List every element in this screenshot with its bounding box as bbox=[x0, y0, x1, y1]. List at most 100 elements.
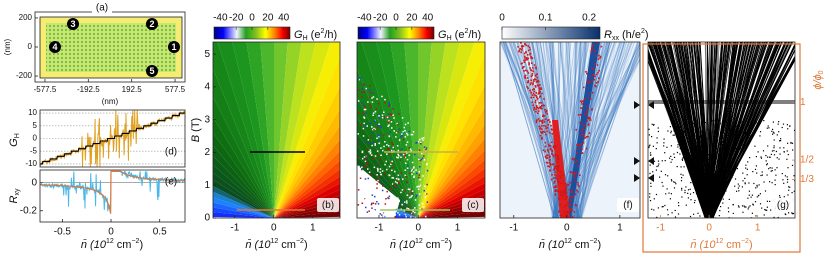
feature bbox=[719, 123, 721, 125]
noise bbox=[376, 183, 378, 185]
noise bbox=[419, 138, 421, 141]
feature bbox=[538, 42, 557, 218]
feature bbox=[712, 192, 714, 194]
feature bbox=[670, 179, 673, 181]
feature bbox=[525, 42, 553, 218]
feature bbox=[746, 134, 748, 136]
y-tick-label: 200 bbox=[19, 13, 33, 22]
feature bbox=[773, 132, 775, 134]
noise bbox=[395, 177, 398, 180]
feature bbox=[759, 135, 761, 137]
feature bbox=[697, 196, 699, 198]
feature bbox=[568, 42, 580, 218]
feature bbox=[722, 169, 724, 171]
noise bbox=[419, 166, 421, 168]
feature bbox=[598, 77, 600, 79]
noise bbox=[381, 170, 384, 172]
feature bbox=[779, 153, 781, 155]
feature bbox=[533, 90, 536, 93]
noise bbox=[380, 154, 382, 156]
feature bbox=[577, 165, 580, 167]
feature bbox=[771, 167, 773, 169]
noise bbox=[394, 170, 396, 173]
feature bbox=[551, 153, 554, 156]
feature bbox=[656, 216, 658, 218]
feature bbox=[567, 217, 570, 218]
feature bbox=[532, 104, 534, 106]
feature bbox=[538, 102, 541, 104]
noise bbox=[364, 140, 367, 143]
noise bbox=[358, 165, 360, 168]
feature bbox=[673, 181, 675, 183]
feature bbox=[683, 130, 685, 132]
feature bbox=[747, 208, 749, 210]
feature bbox=[739, 140, 741, 142]
feature bbox=[745, 167, 747, 169]
feature bbox=[735, 148, 737, 150]
y-axis-label: (nm) bbox=[3, 38, 12, 55]
feature bbox=[704, 122, 706, 124]
noise bbox=[364, 108, 367, 111]
noise bbox=[411, 168, 414, 171]
feature bbox=[692, 124, 694, 126]
noise bbox=[397, 131, 399, 133]
feature bbox=[777, 216, 779, 218]
noise bbox=[366, 125, 368, 127]
panel-label: (c) bbox=[467, 200, 479, 211]
feature bbox=[587, 82, 589, 84]
noise bbox=[407, 122, 409, 124]
noise bbox=[368, 142, 371, 144]
feature bbox=[531, 74, 533, 77]
feature bbox=[525, 57, 528, 59]
feature bbox=[536, 98, 539, 100]
noise bbox=[401, 203, 404, 206]
noise bbox=[383, 116, 385, 118]
noise bbox=[395, 212, 398, 214]
feature bbox=[650, 182, 652, 184]
noise bbox=[393, 117, 395, 119]
feature bbox=[560, 206, 563, 208]
feature bbox=[744, 182, 746, 184]
noise bbox=[379, 168, 382, 170]
heatmap-wedge bbox=[274, 176, 340, 218]
feature bbox=[542, 114, 545, 117]
feature bbox=[502, 42, 555, 218]
noise bbox=[374, 144, 376, 146]
feature bbox=[702, 196, 704, 199]
feature bbox=[535, 92, 538, 94]
feature bbox=[722, 198, 724, 200]
feature bbox=[769, 200, 771, 202]
feature bbox=[553, 182, 556, 184]
noise bbox=[384, 179, 386, 182]
feature bbox=[564, 185, 567, 187]
feature bbox=[579, 114, 582, 116]
feature bbox=[737, 187, 739, 189]
feature bbox=[531, 89, 534, 91]
feature bbox=[559, 175, 561, 177]
feature bbox=[759, 193, 761, 195]
feature bbox=[736, 168, 738, 170]
noise bbox=[379, 125, 381, 127]
noise bbox=[383, 215, 386, 218]
feature bbox=[538, 92, 540, 94]
noise bbox=[392, 114, 394, 116]
label-part: ) bbox=[645, 29, 649, 41]
feature bbox=[566, 42, 571, 218]
heatmap-wedge bbox=[274, 42, 331, 218]
label-part: (h/e bbox=[619, 29, 641, 41]
noise bbox=[357, 156, 359, 158]
noise bbox=[369, 149, 372, 151]
noise bbox=[364, 106, 366, 108]
noise bbox=[379, 171, 382, 173]
feature bbox=[573, 42, 622, 218]
feature bbox=[712, 166, 714, 168]
feature bbox=[786, 176, 788, 178]
noise bbox=[397, 198, 399, 201]
noise bbox=[381, 214, 383, 216]
feature bbox=[517, 46, 519, 48]
feature bbox=[552, 145, 555, 147]
feature bbox=[570, 199, 572, 202]
feature bbox=[567, 184, 570, 186]
feature bbox=[576, 42, 630, 218]
noise bbox=[388, 197, 390, 200]
